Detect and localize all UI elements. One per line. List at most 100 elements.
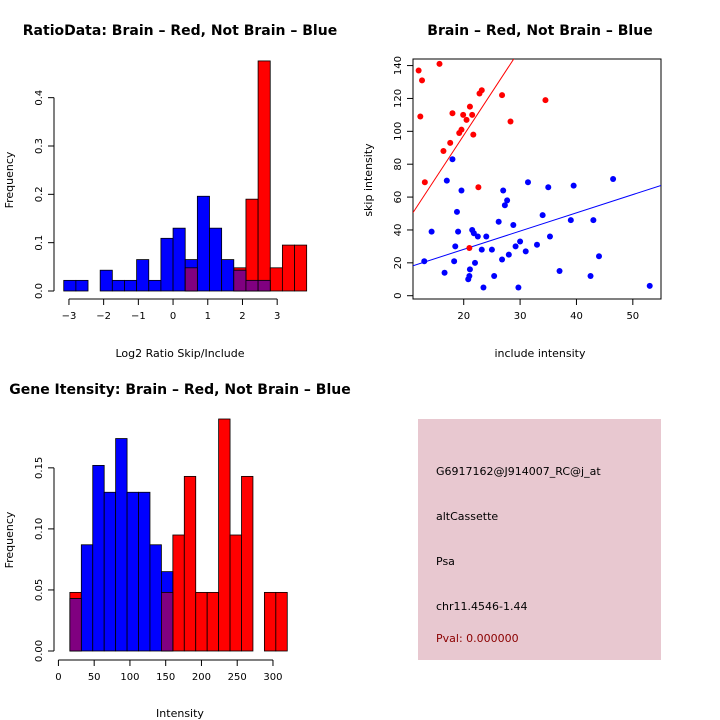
not-brain-point (500, 187, 507, 194)
info-panel: G6917162@J914007_RC@j_at altCassette Psa… (418, 419, 661, 660)
gene-intensity-bars (69, 418, 288, 652)
brain-bar (275, 591, 288, 652)
scatter-fit-lines (413, 59, 661, 267)
not-brain-point (515, 284, 522, 291)
event-type-text: altCassette (436, 510, 498, 523)
not-brain-point (522, 248, 529, 255)
brain-point (475, 184, 482, 191)
overlap-bar (257, 279, 271, 292)
not-brain-bar (149, 544, 162, 652)
not-brain-point (556, 268, 563, 275)
scatter-axes: 20 30 40 50 0 20 40 60 80 100 120 140 (393, 56, 639, 322)
x-tick-label: 0 (170, 311, 176, 322)
brain-bar (269, 267, 283, 292)
y-tick-label: 60 (393, 191, 404, 204)
x-tick-label: 300 (263, 672, 282, 683)
brain-point (458, 126, 465, 133)
overlap-bar (233, 269, 247, 292)
brain-point (415, 67, 422, 74)
y-tick-label: 0.4 (34, 90, 45, 106)
not-brain-point (567, 217, 574, 224)
x-tick-label: −3 (62, 311, 77, 322)
not-brain-point (458, 187, 465, 194)
not-brain-bar (115, 438, 128, 652)
not-brain-bar (80, 544, 94, 652)
scatter-xlabel: include intensity (494, 347, 586, 360)
not-brain-bar (172, 227, 186, 292)
not-brain-bar (124, 279, 138, 292)
not-brain-bar (75, 279, 89, 292)
not-brain-bar (63, 279, 77, 292)
not-brain-point (453, 208, 460, 215)
not-brain-point (478, 246, 485, 253)
y-tick-label: 0 (393, 293, 404, 299)
not-brain-point (421, 258, 428, 265)
not-brain-point (524, 179, 531, 186)
not-brain-point (570, 182, 577, 189)
not-brain-point (466, 272, 473, 279)
brain-point (460, 111, 467, 118)
x-tick-label: 200 (192, 672, 211, 683)
ratio-histogram-title: RatioData: Brain – Red, Not Brain – Blue (23, 23, 337, 39)
x-tick-label: 150 (156, 672, 175, 683)
gene-intensity-axes: 0 50 100 150 200 250 300 0.00 0.05 0.10 0.15 (34, 457, 283, 683)
x-tick-label: 20 (457, 311, 470, 322)
not-brain-point (441, 269, 448, 276)
brain-bar (281, 244, 295, 292)
ratio-histogram-ylabel: Frequency (3, 151, 16, 208)
not-brain-point (470, 230, 477, 237)
x-tick-label: 100 (120, 672, 139, 683)
not-brain-bar (196, 195, 210, 292)
not-brain-bar (126, 491, 139, 652)
not-brain-point (428, 228, 435, 235)
brain-point (507, 118, 514, 125)
gene-intensity-ylabel: Frequency (3, 511, 16, 568)
not-brain-bar (136, 259, 150, 292)
ratio-histogram-panel: RatioData: Brain – Red, Not Brain – Blue… (3, 23, 337, 360)
not-brain-bar (209, 227, 223, 292)
x-tick-label: 40 (570, 311, 583, 322)
scatter-ylabel: skip intensity (362, 143, 375, 217)
x-tick-label: 2 (239, 311, 245, 322)
not-brain-point (449, 156, 456, 163)
pval-text: Pval: 0.000000 (436, 632, 519, 645)
brain-point (499, 92, 506, 99)
not-brain-point (517, 238, 524, 245)
not-brain-point (512, 243, 519, 250)
brain-bar (218, 418, 231, 652)
not-brain-point (452, 243, 459, 250)
overlap-bar (161, 591, 174, 652)
brain-point (466, 245, 473, 252)
not-brain-point (610, 176, 617, 182)
not-brain-point (466, 266, 473, 273)
gene-intensity-histogram-panel: Gene Itensity: Brain – Red, Not Brain – … (3, 382, 351, 720)
not-brain-point (596, 253, 602, 260)
scatter-points (415, 60, 653, 291)
brain-point (478, 87, 485, 94)
not-brain-point (501, 202, 508, 209)
x-tick-label: 3 (274, 311, 280, 322)
not-brain-bar (92, 464, 105, 652)
brain-point (469, 111, 476, 118)
y-tick-label: 20 (393, 256, 404, 269)
gene-intensity-title: Gene Itensity: Brain – Red, Not Brain – … (9, 382, 351, 398)
scatter-plot-area (413, 59, 661, 291)
x-tick-label: 0 (55, 672, 61, 683)
not-brain-point (499, 256, 506, 263)
x-tick-label: −2 (96, 311, 111, 322)
y-tick-label: 120 (393, 89, 404, 108)
x-tick-label: 250 (228, 672, 247, 683)
not-brain-point (455, 228, 462, 235)
y-tick-label: 0.1 (34, 235, 45, 251)
brain-point (449, 110, 456, 117)
not-brain-point (587, 272, 594, 279)
intensity-scatter-panel: Brain – Red, Not Brain – Blue 20 30 40 5002… (362, 23, 662, 360)
x-tick-label: 1 (205, 311, 211, 322)
info-panel-background (418, 419, 661, 660)
not-brain-point (495, 218, 502, 225)
scatter-plot-box (412, 58, 662, 300)
brain-point (463, 116, 470, 123)
overlap-bar (69, 598, 82, 652)
ratio-histogram-bars (63, 60, 308, 292)
